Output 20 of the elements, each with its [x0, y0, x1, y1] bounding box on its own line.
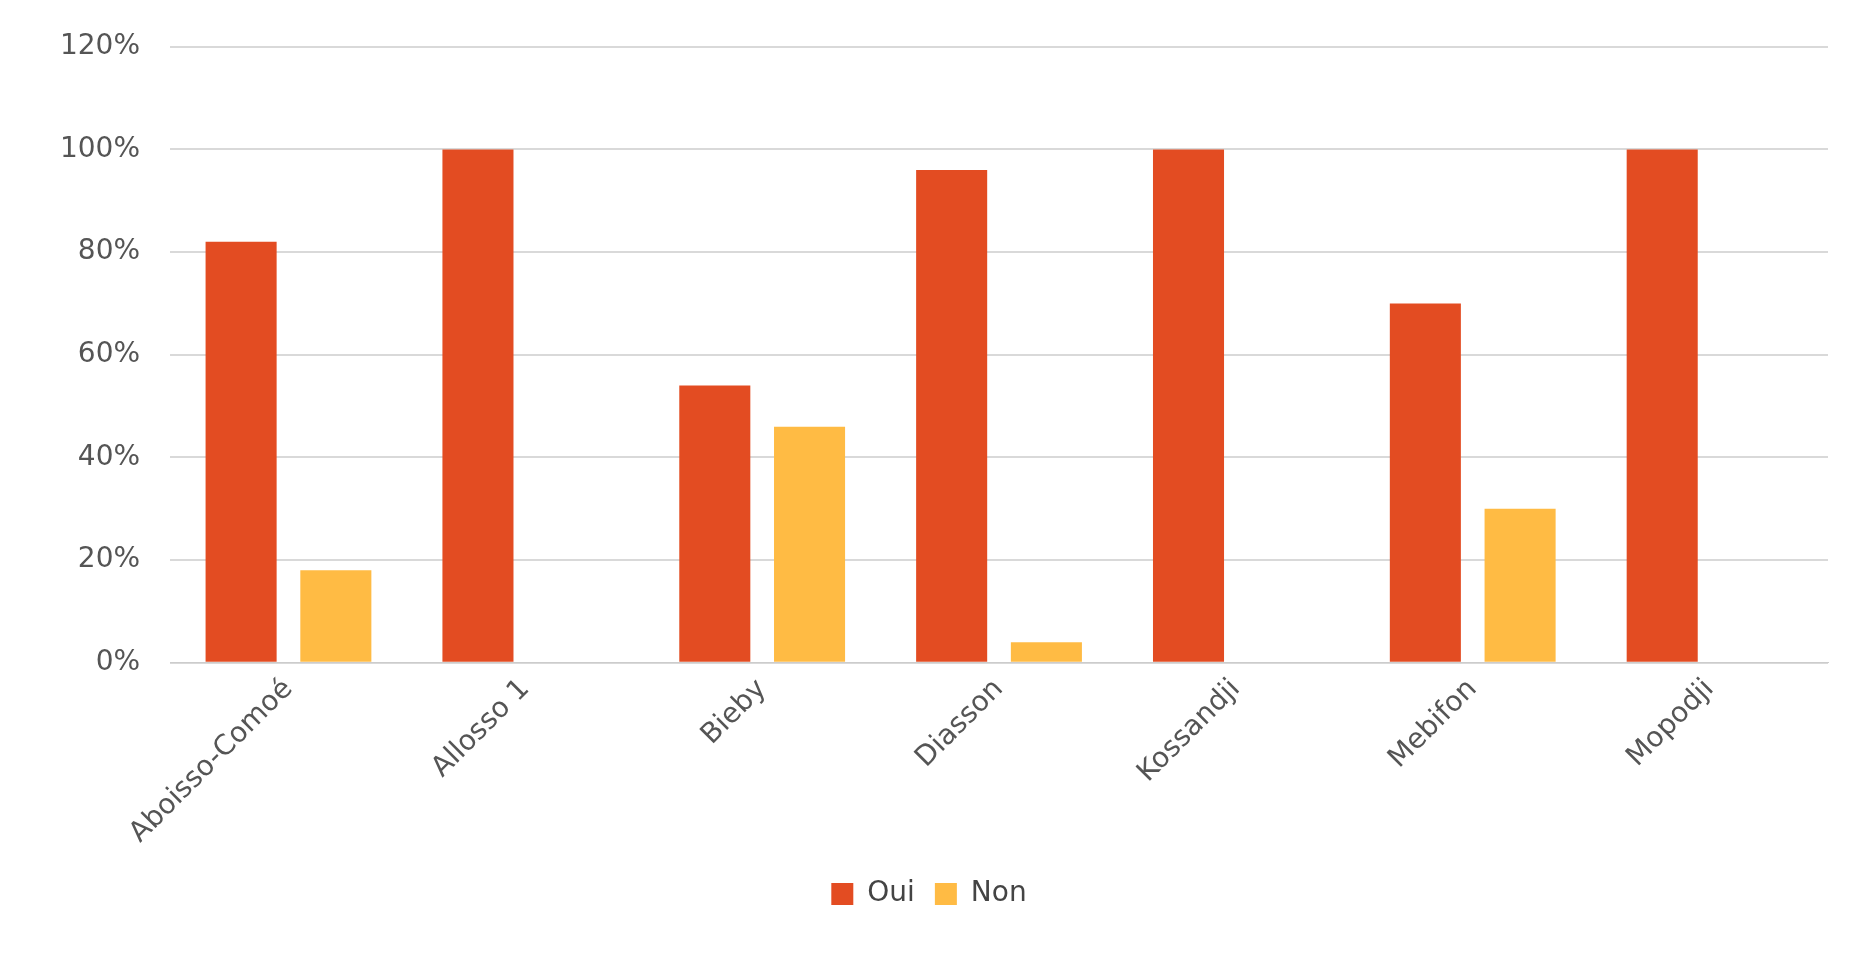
y-tick-label: 100%	[59, 130, 141, 164]
y-tick-label: 0%	[95, 644, 141, 678]
y-tick-label: 20%	[77, 541, 141, 575]
bar	[205, 241, 277, 662]
y-tick-label: 80%	[77, 233, 141, 267]
legend-label: Oui	[867, 875, 915, 909]
y-tick-label: 60%	[77, 336, 141, 370]
bar	[1152, 149, 1225, 662]
bar	[300, 570, 372, 662]
bar	[916, 169, 988, 662]
bar	[774, 426, 846, 662]
bar	[1010, 642, 1082, 662]
legend-label: Non	[970, 875, 1027, 909]
bar	[1389, 303, 1461, 662]
bar	[679, 385, 751, 662]
y-tick-label: 120%	[59, 28, 141, 62]
bar	[1484, 508, 1556, 662]
bar	[1626, 149, 1698, 662]
bar	[442, 149, 514, 662]
y-tick-label: 40%	[77, 438, 141, 472]
